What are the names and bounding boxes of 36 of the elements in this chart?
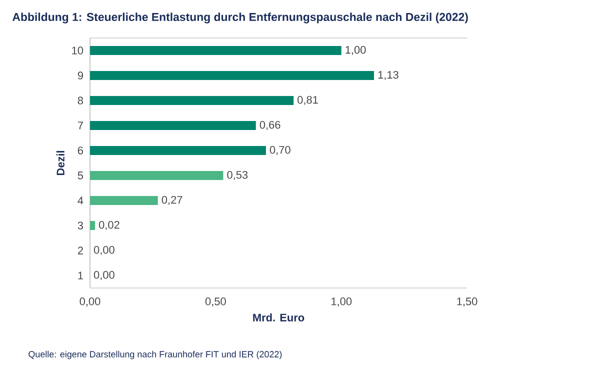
bar	[90, 196, 158, 205]
y-tick-label: 1	[78, 272, 83, 280]
data-label: 0,27	[162, 196, 182, 206]
y-tick-label: 2	[78, 246, 83, 254]
y-tick-label: 8	[78, 96, 83, 104]
y-tick-label: 10	[72, 46, 84, 54]
bar	[90, 46, 342, 55]
y-tick-label: 4	[78, 196, 84, 204]
data-label: 0,00	[94, 246, 114, 256]
x-tick-label: 1,00	[332, 298, 352, 307]
y-tick-label: 7	[78, 122, 83, 130]
x-axis-title: Mrd. Euro	[253, 313, 304, 322]
data-label: 0,00	[94, 270, 114, 280]
x-tick-label: 1,50	[457, 298, 478, 307]
source-note: Quelle: eigene Darstellung nach Fraunhofer FIT und IER (2022)	[28, 350, 282, 360]
chart-title: Abbildung 1: Steuerliche Entlastung durch Entfernungspauschale nach Dezil (2022)	[12, 12, 468, 24]
data-label: 0,66	[260, 120, 280, 130]
x-tick-label: 0,50	[205, 298, 226, 307]
bar	[90, 220, 96, 230]
data-label: 0,81	[298, 96, 318, 106]
x-tick-label: 0,00	[80, 298, 100, 307]
bar	[90, 146, 266, 155]
data-label: 1,00	[346, 46, 366, 56]
bar	[90, 120, 256, 130]
y-tick-label: 9	[78, 72, 83, 80]
y-tick-label: 3	[78, 222, 83, 230]
bar	[90, 71, 374, 80]
bar	[90, 96, 294, 105]
y-tick-label: 6	[78, 146, 83, 154]
y-axis-title: Dezil	[56, 150, 64, 176]
data-label: 0,70	[270, 146, 290, 156]
y-tick-label: 5	[78, 172, 84, 180]
data-label: 0,53	[227, 170, 248, 180]
bar	[90, 170, 224, 180]
data-label: 1,13	[378, 70, 398, 80]
data-label: 0,02	[98, 220, 120, 230]
